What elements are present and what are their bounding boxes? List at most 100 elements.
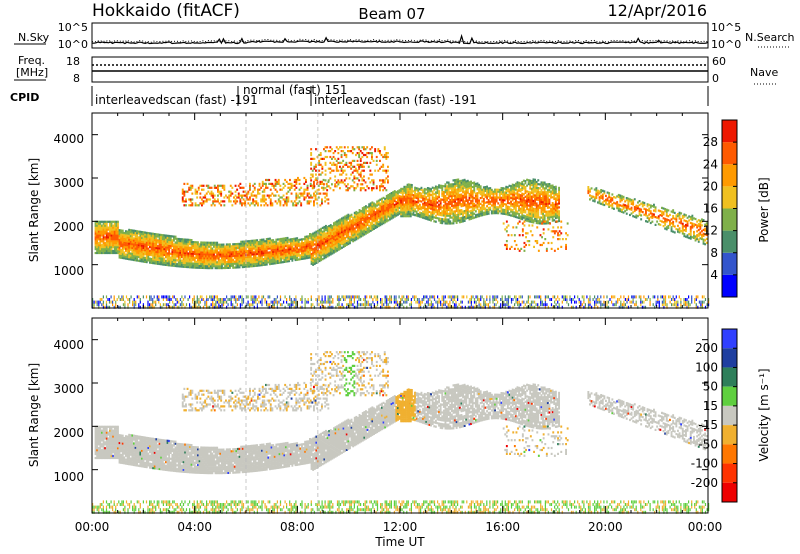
power-cell: [361, 163, 364, 166]
power-cell: [185, 238, 188, 241]
power-cell: [189, 254, 191, 257]
power-cell: [500, 200, 503, 203]
power-cell: [211, 253, 214, 256]
power-cell: [420, 212, 423, 215]
power-cell: [195, 254, 198, 258]
power-cell: [305, 241, 308, 244]
power-cell: [363, 165, 365, 168]
power-cell: [157, 260, 159, 263]
power-cell: [109, 224, 111, 227]
power-cell: [334, 238, 337, 241]
power-cell: [387, 207, 390, 210]
power-cell: [503, 191, 506, 194]
power-cell: [123, 243, 126, 246]
power-cell: [120, 233, 123, 236]
power-cell: [457, 196, 460, 199]
power-cell: [315, 252, 318, 255]
power-cell: [195, 252, 198, 256]
power-cell: [134, 243, 137, 246]
power-cell: [368, 207, 371, 210]
power-cell: [336, 224, 339, 227]
power-cell: [141, 231, 143, 234]
power-cell: [214, 249, 217, 252]
power-cell: [205, 259, 207, 262]
power-cell: [96, 222, 99, 225]
power-cell: [356, 183, 359, 186]
power-cell: [309, 200, 312, 203]
power-cell: [457, 219, 460, 222]
power-cell: [368, 224, 371, 227]
power-cell: [340, 167, 343, 170]
power-cell: [326, 229, 329, 232]
power-cell: [329, 150, 332, 153]
power-cell: [441, 194, 444, 197]
power-cell: [223, 196, 226, 199]
power-cell: [363, 233, 366, 236]
power-cell: [294, 247, 297, 250]
power-cell: [181, 242, 183, 245]
power-cell: [450, 212, 453, 215]
power-cell: [334, 250, 337, 253]
power-cell: [160, 235, 163, 238]
power-cell: [357, 237, 359, 240]
power-cell: [303, 198, 306, 201]
power-cell: [322, 188, 325, 191]
power-cell: [318, 259, 321, 263]
power-cell: [117, 224, 119, 227]
power-cell: [344, 244, 347, 247]
power-cell: [177, 263, 180, 266]
power-cell: [426, 190, 429, 194]
power-cell: [117, 232, 119, 235]
power-cell: [452, 204, 455, 207]
power-cell: [163, 236, 166, 239]
power-cell: [280, 257, 283, 260]
power-cell: [293, 251, 295, 254]
power-cell: [115, 246, 118, 249]
power-cell: [256, 252, 259, 256]
power-cell: [168, 246, 171, 249]
power-cell: [150, 257, 153, 261]
power-cell: [288, 258, 291, 261]
power-cell: [99, 236, 102, 239]
power-cell: [202, 202, 205, 205]
power-cell: [201, 253, 204, 256]
power-cell: [341, 217, 343, 220]
power-cell: [174, 262, 177, 266]
power-cell: [455, 221, 458, 224]
power-cell: [200, 245, 203, 248]
power-cell: [423, 191, 426, 194]
power-cell: [423, 193, 426, 196]
power-cell: [320, 233, 323, 236]
power-cell: [505, 197, 508, 200]
power-cell: [403, 197, 406, 200]
power-cell: [308, 202, 311, 205]
power-cell: [293, 241, 295, 244]
power-cell: [267, 255, 270, 258]
power-cell: [434, 199, 437, 202]
power-cell: [505, 205, 508, 208]
power-cell: [313, 260, 316, 263]
power-cell: [447, 222, 450, 225]
power-cell: [269, 188, 272, 191]
power-cell: [193, 264, 196, 267]
power-cell: [342, 165, 345, 168]
power-cell: [165, 234, 167, 237]
power-cell: [430, 217, 432, 220]
power-cell: [326, 146, 329, 149]
power-cell: [272, 256, 275, 259]
power-cell: [272, 243, 275, 246]
power-cell: [179, 263, 182, 266]
power-cell: [368, 230, 371, 233]
power-cell: [236, 200, 239, 203]
power-cell: [422, 216, 424, 219]
power-cell: [371, 173, 373, 176]
power-cell: [182, 252, 185, 255]
power-cell: [381, 217, 383, 220]
power-cell: [385, 194, 388, 198]
power-cell: [373, 210, 375, 213]
power-cell: [107, 228, 110, 231]
power-cell: [153, 260, 156, 263]
power-cell: [107, 234, 110, 237]
power-cell: [219, 245, 222, 248]
power-cell: [376, 218, 379, 221]
